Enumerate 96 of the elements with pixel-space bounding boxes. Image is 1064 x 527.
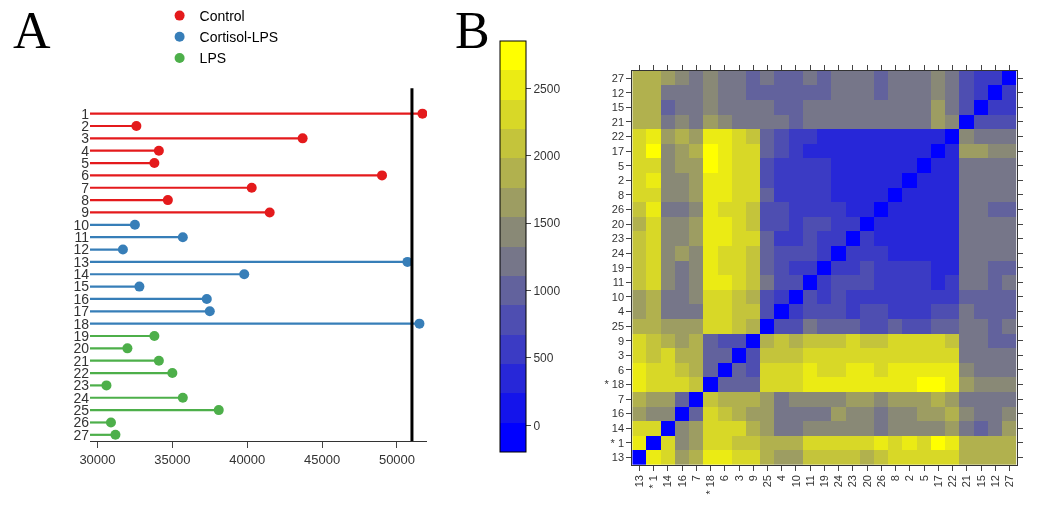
x-tick-label: 40000 (229, 451, 266, 467)
x-tick-label: 3 (732, 475, 745, 482)
point (204, 306, 215, 317)
y-tick-label: 19 (611, 261, 625, 274)
x-tick-label: 11 (803, 475, 816, 487)
x-tick-label: * 1 (647, 475, 660, 489)
x-tick-label: 26 (874, 475, 887, 488)
point (131, 121, 142, 131)
point (149, 158, 160, 169)
y-tick-label: 3 (617, 349, 625, 362)
y-tick-label: 12 (611, 86, 625, 99)
y-tick-label: 4 (617, 305, 625, 318)
x-tick-label: 45000 (304, 451, 341, 467)
x-tick-label: 13 (632, 475, 645, 488)
y-tick-label: 23 (611, 232, 625, 245)
x-tick-label: 16 (675, 475, 688, 488)
color-bar-label: 1000 (533, 283, 561, 298)
y-tick-label: 25 (611, 319, 625, 332)
point (213, 405, 224, 416)
y-tick-label: 26 (611, 203, 625, 216)
y-tick-label: 17 (611, 144, 625, 157)
point (105, 417, 116, 428)
point (134, 281, 145, 292)
y-tick-label: 22 (611, 130, 625, 143)
point (377, 170, 387, 181)
x-tick-label: 14 (661, 475, 674, 488)
x-tick-label: 25 (761, 475, 774, 488)
x-tick-label: 6 (718, 475, 731, 482)
point (201, 293, 212, 304)
y-tick-label: 14 (611, 422, 625, 435)
x-tick-label: 4 (775, 475, 788, 482)
x-tick-label: 7 (689, 475, 702, 482)
y-tick-label: 6 (617, 363, 625, 376)
point (264, 207, 275, 218)
x-tick-label: 22 (946, 475, 959, 488)
point (177, 232, 188, 243)
point (122, 343, 133, 354)
point (149, 331, 160, 341)
y-tick-label: 2 (617, 174, 625, 187)
y-tick-label: 10 (611, 290, 625, 303)
x-tick-label: 2 (903, 475, 916, 482)
point (246, 182, 257, 193)
x-tick-label: 30000 (79, 451, 116, 467)
x-tick-label: 8 (889, 475, 902, 482)
y-tick-label: 27 (611, 72, 625, 85)
point (129, 219, 140, 230)
color-bar-label: 0 (533, 418, 541, 433)
y-tick-label: 21 (611, 115, 625, 128)
color-bar-label: 500 (533, 351, 554, 366)
x-tick-label: 19 (818, 475, 831, 488)
y-tick-label: 15 (611, 101, 625, 114)
chart-title: B (455, 2, 490, 59)
x-tick-label: 27 (1003, 475, 1016, 488)
color-bar-label: 1500 (533, 216, 561, 231)
x-tick-label: 35000 (154, 451, 191, 467)
y-tick-label: 20 (611, 217, 625, 230)
point (110, 429, 121, 440)
x-tick-label: 12 (988, 475, 1001, 488)
y-tick-label: * 18 (604, 378, 625, 391)
y-tick-label: 24 (611, 247, 625, 260)
chart-title: A (13, 2, 51, 59)
point (101, 380, 112, 391)
point (414, 318, 425, 329)
y-tick-label: * 1 (610, 436, 625, 449)
x-tick-label: 9 (746, 475, 759, 482)
legend-label: Control (199, 8, 245, 25)
point (239, 269, 250, 280)
x-tick-label: 10 (789, 475, 802, 488)
x-tick-label: 17 (931, 475, 944, 488)
color-bar-label: 2500 (533, 81, 561, 96)
x-tick-label: 5 (917, 475, 930, 482)
color-bar-label: 2000 (533, 148, 561, 163)
y-tick-label: 5 (617, 159, 625, 172)
y-tick-label: 16 (611, 407, 625, 420)
point (167, 368, 178, 379)
y-tick-label: 9 (617, 334, 625, 347)
x-tick-label: 20 (860, 475, 873, 488)
point (417, 108, 427, 119)
y-tick-label: 1 (81, 105, 90, 122)
x-tick-label: 24 (832, 475, 845, 488)
y-tick-label: 11 (612, 276, 625, 289)
x-tick-label: * 18 (704, 475, 717, 495)
x-tick-label: 50000 (378, 451, 416, 467)
point (153, 355, 164, 366)
y-tick-label: 7 (617, 392, 625, 405)
point (297, 133, 308, 144)
legend-label: Cortisol-LPS (199, 29, 279, 46)
x-tick-label: 23 (846, 475, 859, 488)
x-tick-label: 15 (974, 475, 987, 488)
legend-label: LPS (199, 50, 227, 67)
point (153, 145, 164, 156)
y-tick-label: 8 (617, 188, 625, 201)
point (117, 244, 128, 255)
point (177, 392, 188, 403)
x-tick-label: 21 (960, 475, 973, 488)
point (162, 195, 173, 206)
